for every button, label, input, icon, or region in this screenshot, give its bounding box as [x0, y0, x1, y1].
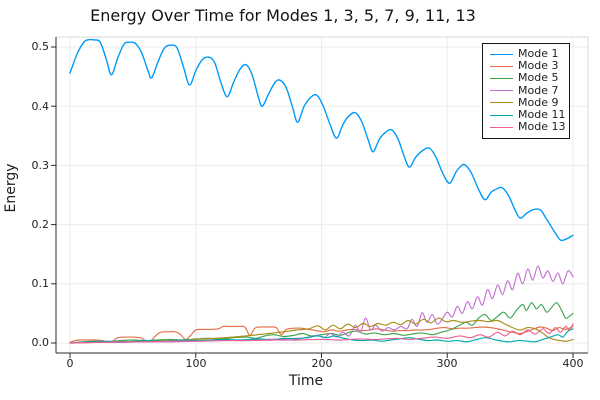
- legend-label: Mode 3: [518, 59, 559, 73]
- legend-line-sample: [490, 102, 513, 104]
- x-tick-label: 0: [66, 357, 74, 370]
- legend: Mode 1 Mode 3 Mode 5 Mode 7 Mode 9 Mode 11 Mod…: [482, 43, 570, 140]
- y-tick-label: 0.3: [31, 159, 50, 172]
- x-tick-label: 300: [436, 357, 458, 370]
- legend-item: Mode 5: [490, 72, 565, 84]
- legend-line-sample: [490, 65, 513, 67]
- x-tick-label: 200: [311, 357, 333, 370]
- legend-line-sample: [490, 114, 513, 116]
- legend-line-sample: [490, 90, 513, 92]
- legend-line-sample: [490, 53, 513, 55]
- series-line-mode-13: [69, 323, 574, 344]
- series-line-mode-9: [69, 317, 574, 344]
- series-line-mode-7: [69, 265, 574, 344]
- legend-item: Mode 9: [490, 95, 565, 109]
- legend-item: Mode 13: [490, 121, 565, 133]
- y-tick-label: 0.0: [31, 336, 50, 349]
- x-tick-label: 100: [185, 357, 207, 370]
- legend-line-sample: [490, 77, 513, 79]
- legend-label: Mode 13: [518, 120, 566, 134]
- x-tick-label: 400: [562, 357, 584, 370]
- legend-label: Mode 9: [518, 95, 559, 109]
- legend-item: Mode 1: [490, 48, 565, 60]
- legend-item: Mode 11: [490, 109, 565, 121]
- y-tick-label: 0.4: [31, 100, 50, 113]
- y-tick-label: 0.1: [31, 277, 50, 290]
- y-tick-label: 0.5: [31, 40, 50, 53]
- y-tick-label: 0.2: [31, 218, 50, 231]
- series-line-mode-11: [69, 328, 574, 344]
- legend-label: Mode 7: [518, 83, 559, 97]
- legend-label: Mode 1: [518, 47, 559, 61]
- legend-item: Mode 7: [490, 83, 565, 97]
- legend-label: Mode 11: [518, 108, 566, 122]
- series-line-mode-1: [69, 38, 574, 242]
- legend-line-sample: [490, 126, 513, 128]
- chart-title: Energy Over Time for Modes 1, 3, 5, 7, 9…: [90, 6, 476, 25]
- legend-item: Mode 3: [490, 60, 565, 72]
- x-axis-label: Time: [288, 373, 324, 389]
- legend-label: Mode 5: [518, 71, 559, 85]
